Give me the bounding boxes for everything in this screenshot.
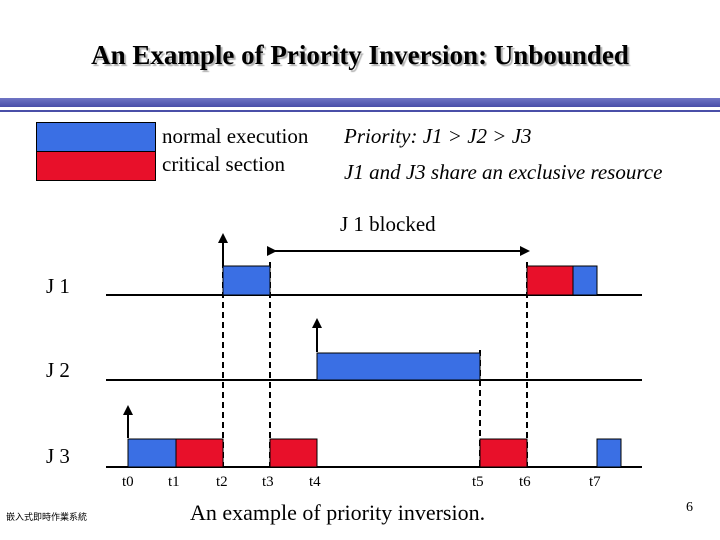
priority-text: Priority: J1 > J2 > J3 [344, 124, 532, 148]
time-label-t6: t6 [519, 474, 531, 490]
slide-title: An Example of Priority Inversion: Unboun… [91, 40, 629, 70]
j3-normal-bar-2 [596, 438, 622, 468]
legend-critical-label: critical section [162, 152, 286, 176]
j3-critical-bar-1 [175, 438, 224, 468]
time-label-t1: t1 [168, 474, 180, 490]
j2-normal-bar [316, 352, 481, 381]
legend-critical-swatch [36, 151, 156, 181]
time-label-t4: t4 [309, 474, 321, 490]
title-rule [0, 98, 720, 107]
time-label-t0: t0 [122, 474, 134, 490]
legend-normal-label: normal execution [162, 124, 309, 148]
j3-normal-bar-1 [127, 438, 177, 468]
job-label-j3: J 3 [46, 444, 70, 468]
j1-normal-bar-1 [222, 265, 271, 296]
shared-resource-text: J1 and J3 share an exclusive resource [344, 160, 663, 184]
time-label-t5: t5 [472, 474, 484, 490]
blocked-label: J 1 blocked [340, 212, 436, 236]
job-label-j2: J 2 [46, 358, 70, 382]
job-label-j1: J 1 [46, 274, 70, 298]
footer-course-title: 嵌入式即時作業系統 [6, 513, 88, 523]
time-label-t2: t2 [216, 474, 228, 490]
j3-critical-bar-3 [479, 438, 528, 468]
j1-critical-bar [526, 265, 574, 296]
time-label-t7: t7 [589, 474, 601, 490]
j3-critical-bar-2 [269, 438, 318, 468]
time-label-t3: t3 [262, 474, 274, 490]
j1-normal-bar-2 [572, 265, 598, 296]
legend-normal-swatch [36, 122, 156, 152]
title-rule-thin [0, 110, 720, 112]
page-number: 6 [686, 500, 693, 515]
figure-caption: An example of priority inversion. [190, 500, 486, 525]
